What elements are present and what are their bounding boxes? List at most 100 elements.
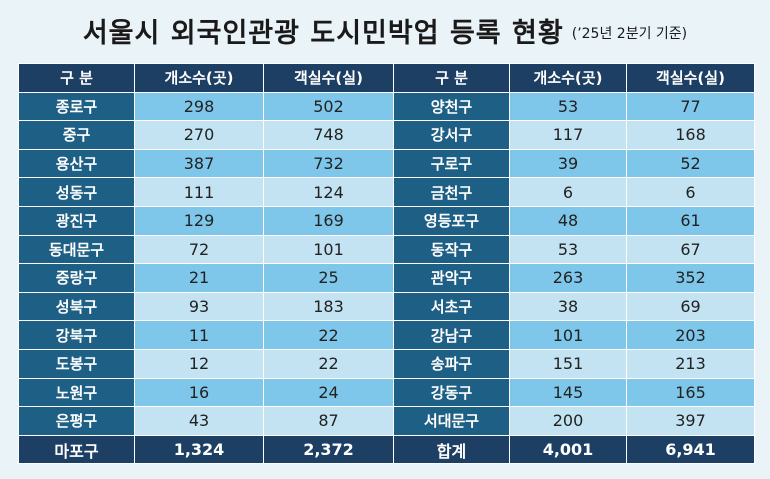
district-name: 강남구 [393,320,510,350]
header-row: 구 분 개소수(곳) 객실수(실) 구 분 개소수(곳) 객실수(실) [18,63,755,93]
facility-count: 145 [509,377,627,408]
facility-count: 53 [509,91,627,122]
table-row: 광진구 129 169 영등포구 48 61 [18,205,755,236]
room-count: 61 [626,205,755,236]
district-name: 중랑구 [18,263,135,293]
room-count: 24 [263,377,394,408]
facility-count: 270 [134,120,264,150]
district-name: 서대문구 [393,406,510,436]
facility-count: 16 [134,377,264,408]
room-count: 352 [626,263,755,293]
facility-count: 111 [134,177,264,207]
district-name: 강서구 [393,120,510,150]
district-name: 서초구 [393,291,510,322]
room-count: 77 [626,91,755,122]
district-name: 성북구 [18,291,135,322]
room-count: 168 [626,120,755,150]
district-name: 강북구 [18,320,135,350]
room-count: 22 [263,348,394,379]
table-row: 은평구 43 87 서대문구 200 397 [18,406,755,436]
header-district-right: 구 분 [393,63,510,93]
facility-count: 21 [134,263,264,293]
table-row: 성동구 111 124 금천구 6 6 [18,177,755,207]
facility-count: 93 [134,291,264,322]
room-count: 6 [626,177,755,207]
room-count: 397 [626,406,755,436]
facility-count: 1,324 [134,434,264,465]
total-row: 마포구 1,324 2,372 합계 4,001 6,941 [18,434,755,465]
district-name: 금천구 [393,177,510,207]
room-count: 213 [626,348,755,379]
header-count-right: 개소수(곳) [509,63,627,93]
facility-count: 6 [509,177,627,207]
facility-count: 200 [509,406,627,436]
header-count-left: 개소수(곳) [134,63,264,93]
district-name: 송파구 [393,348,510,379]
district-name: 관악구 [393,263,510,293]
facility-count: 12 [134,348,264,379]
room-count: 748 [263,120,394,150]
facility-count: 101 [509,320,627,350]
table-row: 중구 270 748 강서구 117 168 [18,120,755,150]
header-rooms-left: 객실수(실) [263,63,394,93]
district-name: 성동구 [18,177,135,207]
district-name: 노원구 [18,377,135,408]
district-name: 광진구 [18,205,135,236]
room-count: 69 [626,291,755,322]
district-name: 도봉구 [18,348,135,379]
facility-count: 4,001 [509,434,627,465]
district-name: 강동구 [393,377,510,408]
facility-count: 72 [134,234,264,265]
page-subtitle: (’25년 2분기 기준) [571,26,688,42]
district-name: 동대문구 [18,234,135,265]
facility-count: 53 [509,234,627,265]
facility-count: 263 [509,263,627,293]
table-row: 종로구 298 502 양천구 53 77 [18,91,755,122]
district-name: 중구 [18,120,135,150]
table-row: 도봉구 12 22 송파구 151 213 [18,348,755,379]
room-count: 67 [626,234,755,265]
facility-count: 43 [134,406,264,436]
facility-count: 387 [134,148,264,179]
facility-count: 38 [509,291,627,322]
header-rooms-right: 객실수(실) [626,63,755,93]
table-row: 성북구 93 183 서초구 38 69 [18,291,755,322]
district-name: 양천구 [393,91,510,122]
room-count: 101 [263,234,394,265]
district-name: 영등포구 [393,205,510,236]
table-row: 용산구 387 732 구로구 39 52 [18,148,755,179]
district-name: 종로구 [18,91,135,122]
facility-count: 129 [134,205,264,236]
district-name: 동작구 [393,234,510,265]
district-name: 마포구 [18,434,135,465]
room-count: 25 [263,263,394,293]
facility-count: 48 [509,205,627,236]
room-count: 2,372 [263,434,394,465]
room-count: 87 [263,406,394,436]
room-count: 732 [263,148,394,179]
room-count: 183 [263,291,394,322]
room-count: 22 [263,320,394,350]
room-count: 165 [626,377,755,408]
table-row: 중랑구 21 25 관악구 263 352 [18,263,755,293]
facility-count: 298 [134,91,264,122]
title-bar: 서울시 외국인관광 도시민박업 등록 현황 (’25년 2분기 기준) [0,0,770,60]
page-title: 서울시 외국인관광 도시민박업 등록 현황 [82,17,564,49]
facility-count: 11 [134,320,264,350]
room-count: 502 [263,91,394,122]
room-count: 124 [263,177,394,207]
room-count: 169 [263,205,394,236]
facility-count: 151 [509,348,627,379]
district-name: 은평구 [18,406,135,436]
district-name: 구로구 [393,148,510,179]
room-count: 52 [626,148,755,179]
room-count: 6,941 [626,434,755,465]
table-row: 노원구 16 24 강동구 145 165 [18,377,755,408]
district-name: 용산구 [18,148,135,179]
facility-count: 117 [509,120,627,150]
header-district-left: 구 분 [18,63,135,93]
registration-table: 구 분 개소수(곳) 객실수(실) 구 분 개소수(곳) 객실수(실) 종로구 2… [18,63,755,465]
room-count: 203 [626,320,755,350]
table-row: 강북구 11 22 강남구 101 203 [18,320,755,350]
table-row: 동대문구 72 101 동작구 53 67 [18,234,755,265]
